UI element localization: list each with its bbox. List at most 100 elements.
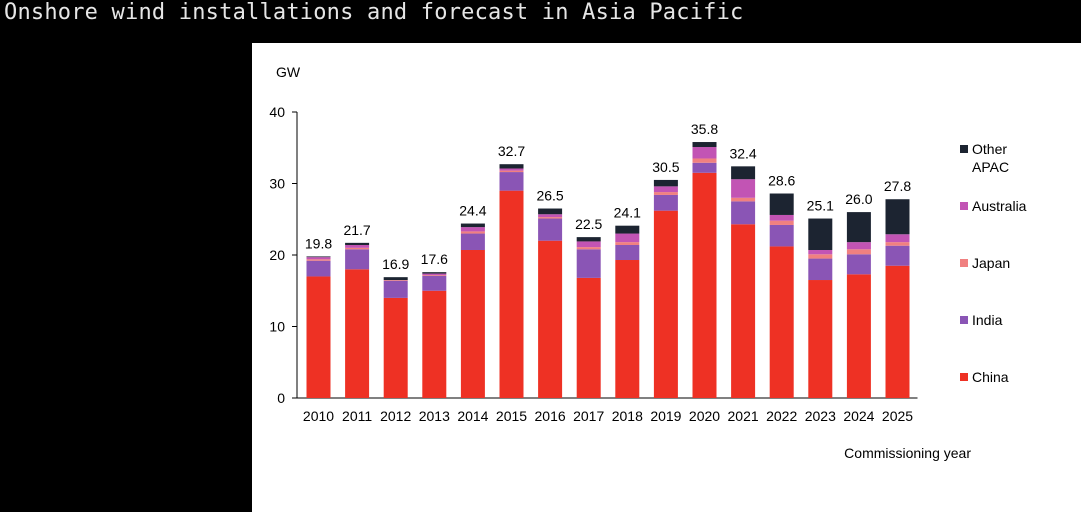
bar-segment-china (615, 260, 640, 398)
y-tick-label: 10 (269, 319, 285, 335)
bar-segment-india (769, 224, 794, 247)
bar-segment-india (345, 249, 370, 270)
bar-segment-australia (731, 179, 756, 198)
bar-segment-india (615, 244, 640, 261)
bar-total-label: 32.7 (498, 143, 525, 159)
bar-segment-japan (885, 242, 910, 246)
bar-segment-other-apac (615, 225, 640, 234)
bar-segment-japan (769, 220, 794, 225)
bar-segment-china (383, 297, 408, 398)
bar-segment-china (769, 246, 794, 398)
bar-segment-other-apac (846, 212, 871, 243)
bar-segment-australia (499, 168, 524, 171)
bar-segment-india (306, 260, 331, 277)
x-tick-label: 2017 (573, 408, 604, 424)
bar-total-label: 28.6 (768, 173, 795, 189)
x-tick-label: 2011 (342, 408, 372, 424)
y-tick-label: 20 (269, 247, 285, 263)
bar-segment-china (808, 280, 833, 398)
legend-label: India (972, 312, 1003, 328)
bar-total-label: 27.8 (884, 178, 911, 194)
x-tick-label: 2015 (496, 408, 527, 424)
legend-label: Japan (972, 255, 1010, 271)
bar-total-label: 26.0 (845, 191, 872, 207)
bar-total-label: 21.7 (343, 222, 370, 238)
bar-segment-japan (460, 231, 485, 234)
bar-segment-india (422, 275, 447, 291)
bar-segment-australia (692, 147, 717, 159)
bar-segment-other-apac (692, 142, 717, 148)
bar-segment-india (499, 172, 524, 191)
bar-total-label: 16.9 (382, 256, 409, 272)
bar-segment-india (538, 218, 563, 241)
bar-segment-china (345, 269, 370, 398)
bar-segment-china (306, 276, 331, 398)
bar-total-label: 32.4 (729, 145, 756, 161)
chart-panel: GW 0 10 20 30 40 19.8 2010 21.7 2011 16.9 2012 17.6 2… (252, 43, 1081, 512)
bar-segment-japan (422, 275, 447, 276)
y-tick-label: 0 (277, 390, 285, 406)
bar-total-label: 24.1 (614, 205, 641, 221)
bar-segment-australia (846, 242, 871, 250)
bar-segment-india (383, 280, 408, 298)
bar-segment-japan (499, 170, 524, 173)
bar-segment-china (885, 265, 910, 398)
bar-segment-china (422, 290, 447, 398)
x-tick-label: 2012 (380, 408, 411, 424)
bar-total-label: 19.8 (305, 235, 332, 251)
page-title: Onshore wind installations and forecast … (4, 0, 744, 25)
bar-total-label: 17.6 (421, 251, 448, 267)
x-tick-label: 2016 (535, 408, 566, 424)
bar-segment-india (653, 194, 678, 211)
bar-segment-china (731, 224, 756, 398)
stacked-bar-chart: GW 0 10 20 30 40 19.8 2010 21.7 2011 16.9 2012 17.6 2… (269, 64, 1026, 461)
bar-segment-other-apac (576, 237, 601, 242)
bar-segment-china (653, 210, 678, 398)
bar-total-label: 22.5 (575, 216, 602, 232)
bar-segment-other-apac (731, 166, 756, 180)
y-tick-label: 30 (269, 176, 285, 192)
bar-segment-china (846, 274, 871, 398)
bar-segment-japan (808, 254, 833, 259)
x-tick-label: 2023 (805, 408, 836, 424)
bar-segment-japan (653, 192, 678, 195)
legend-label: Other (972, 141, 1007, 157)
bar-segment-china (499, 190, 524, 398)
bar-segment-japan (383, 280, 408, 281)
bar-segment-australia (460, 227, 485, 232)
x-tick-label: 2013 (419, 408, 450, 424)
bar-segment-australia (306, 257, 331, 260)
bar-segment-australia (885, 234, 910, 243)
bar-segment-japan (576, 247, 601, 250)
bar-segment-china (538, 240, 563, 398)
bar-segment-india (885, 245, 910, 266)
bar-segment-australia (422, 273, 447, 276)
bar-segment-japan (538, 217, 563, 219)
bar-segment-other-apac (808, 218, 833, 250)
x-tick-label: 2020 (689, 408, 720, 424)
bar-segment-japan (345, 247, 370, 250)
x-axis-title: Commissioning year (844, 445, 971, 461)
bar-segment-other-apac (885, 199, 910, 235)
legend-swatch (960, 145, 968, 153)
x-tick-label: 2022 (766, 408, 797, 424)
bar-segment-australia (653, 186, 678, 193)
x-tick-label: 2018 (612, 408, 643, 424)
legend-label: APAC (972, 159, 1009, 175)
bar-total-label: 25.1 (807, 198, 834, 214)
x-tick-label: 2019 (650, 408, 681, 424)
x-tick-label: 2014 (457, 408, 488, 424)
bar-segment-japan (692, 158, 717, 163)
bar-segment-other-apac (306, 256, 331, 258)
legend-label: China (972, 369, 1009, 385)
bar-segment-india (460, 233, 485, 250)
bar-total-label: 26.5 (536, 188, 563, 204)
bar-segment-australia (576, 241, 601, 248)
bar-segment-china (576, 277, 601, 398)
bar-segment-australia (538, 214, 563, 218)
bar-segment-india (576, 249, 601, 278)
bar-segment-india (692, 162, 717, 173)
y-tick-label: 40 (269, 104, 285, 120)
legend-swatch (960, 202, 968, 210)
bar-segment-other-apac (460, 223, 485, 228)
